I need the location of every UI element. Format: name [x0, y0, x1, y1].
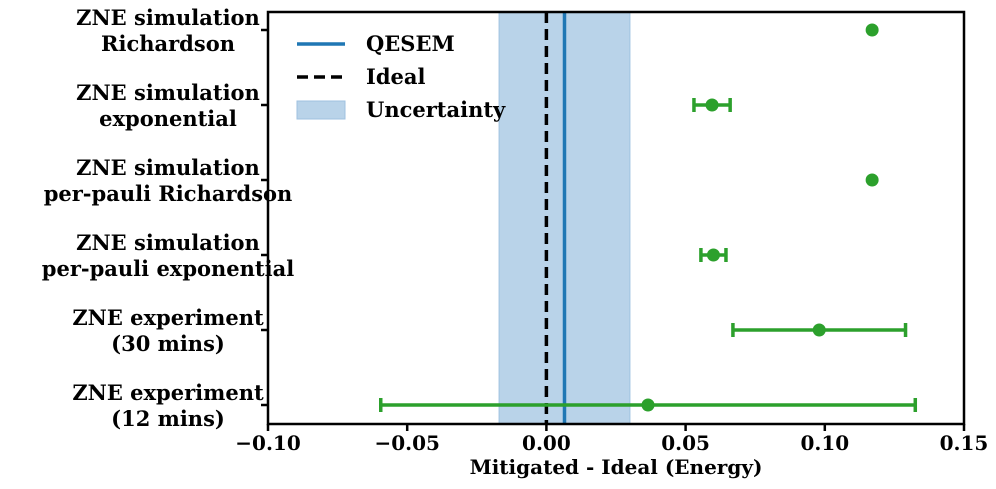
category-label: ZNE simulation	[76, 155, 260, 180]
category-label: ZNE simulation	[76, 80, 260, 105]
legend-uncertainty-label: Uncertainty	[366, 97, 506, 122]
category-label: ZNE simulation	[76, 230, 260, 255]
data-point-group	[379, 398, 918, 412]
legend: QESEM Ideal Uncertainty	[296, 31, 506, 122]
data-point-group	[865, 173, 879, 187]
data-point	[812, 323, 826, 337]
legend-qesem-label: QESEM	[366, 31, 455, 56]
data-point	[865, 23, 879, 37]
data-point-group	[692, 98, 732, 112]
axes: −0.10 −0.05 0.00 0.05 0.10 0.15 ZNE simulation…	[42, 5, 989, 479]
category-label: (30 mins)	[111, 331, 225, 356]
x-tick-label: 0.00	[522, 431, 571, 455]
data-point-group	[865, 23, 879, 37]
category-label: ZNE experiment	[72, 380, 264, 405]
category-label: ZNE experiment	[72, 305, 264, 330]
x-tick-label: 0.10	[800, 431, 849, 455]
category-label: (12 mins)	[111, 406, 225, 431]
x-tick-label: −0.10	[235, 431, 300, 455]
category-label: per-pauli Richardson	[44, 181, 293, 206]
legend-uncertainty-swatch	[296, 100, 346, 120]
category-label: exponential	[99, 106, 237, 131]
plot-frame	[266, 10, 966, 426]
data-point	[641, 398, 655, 412]
data-point-group	[731, 323, 908, 337]
x-tick-label: 0.05	[661, 431, 710, 455]
data-point-group	[699, 248, 728, 262]
legend-ideal-label: Ideal	[366, 64, 425, 89]
data-point	[706, 248, 720, 262]
category-label: Richardson	[101, 31, 235, 56]
data-point	[865, 173, 879, 187]
data-point	[705, 98, 719, 112]
x-tick-label: −0.05	[374, 431, 439, 455]
x-axis-title: Mitigated - Ideal (Energy)	[470, 455, 763, 479]
category-label: ZNE simulation	[76, 5, 260, 30]
category-label: per-pauli exponential	[42, 256, 294, 281]
plot-area	[379, 11, 918, 425]
x-tick-label: 0.15	[940, 431, 989, 455]
